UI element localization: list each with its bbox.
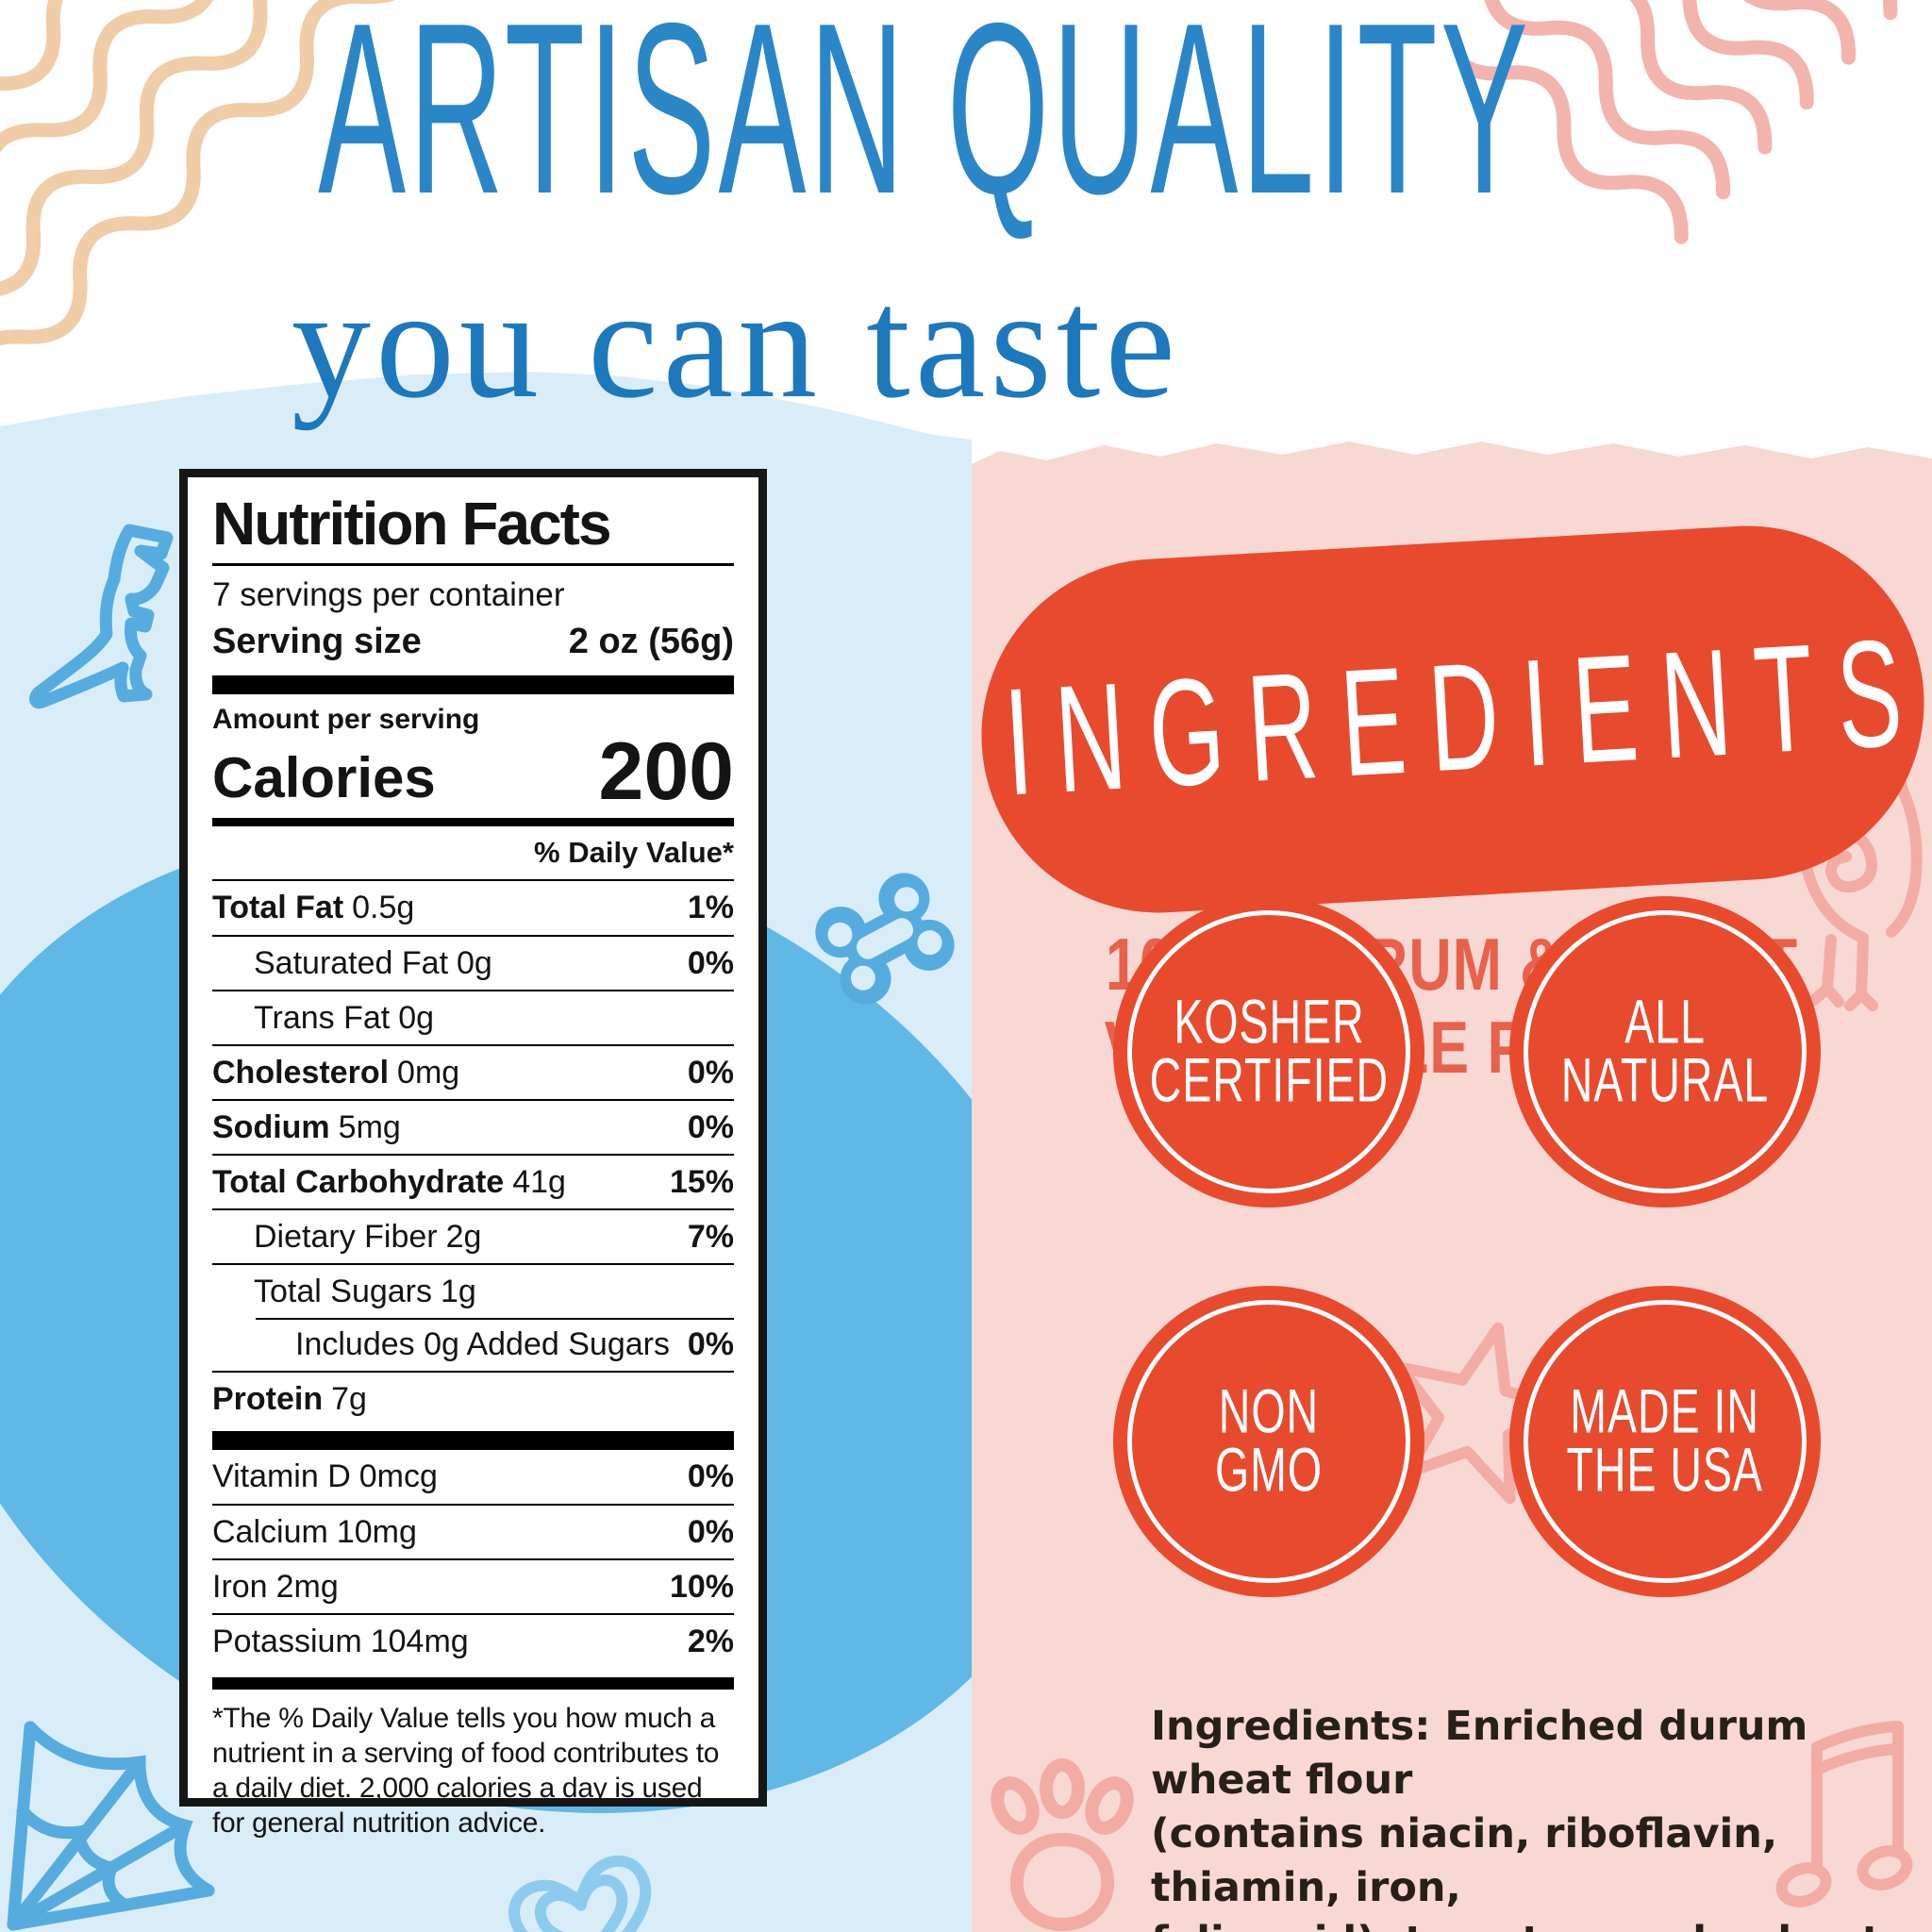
serving-size-label: Serving size <box>212 622 422 662</box>
nutrient-dv: 0% <box>687 1326 734 1363</box>
page-subtitle: you can taste <box>291 256 1180 431</box>
nutrient-dv: 2% <box>687 1623 734 1659</box>
ingredients-paragraph: Ingredients: Enriched durum wheat flour … <box>1151 1700 1887 1932</box>
paw-print-icon <box>991 1758 1134 1931</box>
calories-value: 200 <box>598 725 735 817</box>
nutrient-name: Includes 0g Added Sugars <box>295 1326 670 1363</box>
row-potassium: Potassium 104mg 2% <box>212 1612 734 1668</box>
nutrient-dv: 0% <box>687 1458 734 1495</box>
row-saturated-fat: Saturated Fat 0g 0% <box>212 934 734 990</box>
thick-divider <box>212 675 734 694</box>
nutrient-name: Vitamin D <box>212 1458 351 1495</box>
nutrient-name: Total Carbohydrate <box>212 1163 505 1200</box>
calories-row: Calories 200 <box>212 725 735 817</box>
nutrient-name: Protein <box>212 1381 324 1418</box>
nutrient-amount: 0mg <box>397 1054 460 1091</box>
badge-label: GMO <box>1214 1436 1324 1506</box>
nutrient-dv: 15% <box>669 1163 734 1200</box>
row-vitamin-d: Vitamin D 0mcg 0% <box>212 1450 734 1503</box>
row-sodium: Sodium 5mg 0% <box>212 1098 734 1154</box>
ingredients-line-2: (contains niacin, riboflavin, thiamin, i… <box>1151 1810 1778 1911</box>
nutrient-dv: 0% <box>687 1054 734 1091</box>
nutrient-name: Sodium <box>212 1108 330 1145</box>
nutrient-dv: 0% <box>687 1108 734 1145</box>
badge-non-gmo: NON GMO <box>1113 1286 1424 1597</box>
nutrient-dv: 0% <box>687 944 734 981</box>
nutrient-amount: 0g <box>398 999 435 1036</box>
nutrient-name: Saturated Fat <box>254 944 449 981</box>
ingredients-line-1: Ingredients: Enriched durum wheat flour <box>1151 1703 1808 1804</box>
badge-all-natural: ALL NATURAL <box>1509 896 1821 1208</box>
ingredients-banner-label: INGREDIENTS <box>1000 607 1930 829</box>
medium-divider <box>212 1676 734 1690</box>
divider <box>212 563 734 567</box>
badge-label: MADE IN <box>1570 1377 1760 1447</box>
badge-label: NON <box>1218 1377 1320 1447</box>
badge-made-in-usa: MADE IN THE USA <box>1509 1286 1821 1597</box>
nutrition-facts-label: Nutrition Facts 7 servings per container… <box>179 469 767 1839</box>
badge-label: CERTIFIED <box>1149 1046 1389 1116</box>
nutrient-amount: 0.5g <box>352 890 415 926</box>
badge-kosher-certified: KOSHER CERTIFIED <box>1113 896 1424 1208</box>
calories-label: Calories <box>212 746 436 810</box>
serving-size-value: 2 oz (56g) <box>568 622 734 662</box>
nutrient-amount: 1g <box>441 1274 476 1310</box>
nutrient-amount: 10mg <box>336 1513 417 1550</box>
thick-divider <box>212 1431 734 1451</box>
nutrient-name: Iron <box>212 1568 268 1605</box>
row-cholesterol: Cholesterol 0mg 0% <box>212 1043 734 1099</box>
row-dietary-fiber: Dietary Fiber 2g 7% <box>212 1208 734 1263</box>
heart-icon <box>508 1855 652 1932</box>
nutrient-amount: 0g <box>457 944 492 981</box>
bone-icon <box>815 873 955 1005</box>
wavy-lines-top-right-icon <box>1462 0 1898 244</box>
row-protein: Protein 7g <box>212 1371 734 1425</box>
nutrient-name: Cholesterol <box>212 1054 390 1091</box>
nutrient-dv: 1% <box>687 890 734 926</box>
nutrient-amount: 41g <box>512 1163 566 1200</box>
badge-label: THE USA <box>1566 1436 1764 1506</box>
page-title: ARTISAN QUALITY <box>317 0 1532 246</box>
nutrient-amount: 7g <box>331 1381 367 1418</box>
daily-value-footnote: *The % Daily Value tells you how much a … <box>212 1702 720 1840</box>
serving-size-row: Serving size 2 oz (56g) <box>212 621 734 664</box>
row-total-sugars: Total Sugars 1g <box>212 1263 734 1318</box>
row-trans-fat: Trans Fat 0g <box>212 989 734 1044</box>
dinosaur-icon <box>29 524 174 709</box>
ingredients-banner: INGREDIENTS <box>972 516 1932 923</box>
nutrient-amount: 2mg <box>275 1568 339 1605</box>
nutrient-name: Calcium <box>212 1513 328 1550</box>
nutrient-dv: 0% <box>687 1513 734 1550</box>
nutrient-name: Trans Fat <box>254 999 391 1036</box>
row-added-sugars: Includes 0g Added Sugars 0% <box>212 1318 734 1371</box>
row-total-carbohydrate: Total Carbohydrate 41g 15% <box>212 1153 734 1208</box>
daily-value-header: % Daily Value* <box>534 836 734 870</box>
row-calcium: Calcium 10mg 0% <box>212 1503 734 1558</box>
right-panel-background: INGREDIENTS 100% DURUM & WHEAT VEGETABLE… <box>972 441 1932 1932</box>
servings-per-container: 7 servings per container <box>212 576 565 614</box>
nutrient-dv: 10% <box>669 1568 734 1605</box>
nutrient-name: Total Sugars <box>254 1274 432 1310</box>
nutrient-name: Potassium <box>212 1623 362 1659</box>
nutrient-dv: 7% <box>687 1219 734 1256</box>
badge-label: ALL <box>1624 988 1706 1058</box>
badge-label: NATURAL <box>1560 1046 1770 1116</box>
row-iron: Iron 2mg 10% <box>212 1557 734 1613</box>
nutrient-amount: 2g <box>445 1219 482 1256</box>
ingredients-line-3: folic acid), tomato powder, beet powder <box>1151 1915 1887 1932</box>
wavy-lines-top-left-icon <box>0 0 443 401</box>
nutrient-amount: 104mg <box>370 1623 469 1659</box>
spider-web-icon <box>7 1721 215 1931</box>
nutrient-amount: 0mcg <box>358 1458 438 1495</box>
amount-per-serving-label: Amount per serving <box>212 703 480 735</box>
nutrient-name: Total Fat <box>212 890 344 926</box>
badge-label: KOSHER <box>1173 988 1365 1058</box>
music-notes-icon <box>1775 1721 1913 1907</box>
nutrition-facts-title: Nutrition Facts <box>212 490 612 558</box>
nutrient-amount: 5mg <box>338 1108 401 1145</box>
nutrient-name: Dietary Fiber <box>254 1219 438 1256</box>
row-total-fat: Total Fat 0.5g 1% <box>212 879 734 934</box>
medium-divider <box>212 818 734 827</box>
